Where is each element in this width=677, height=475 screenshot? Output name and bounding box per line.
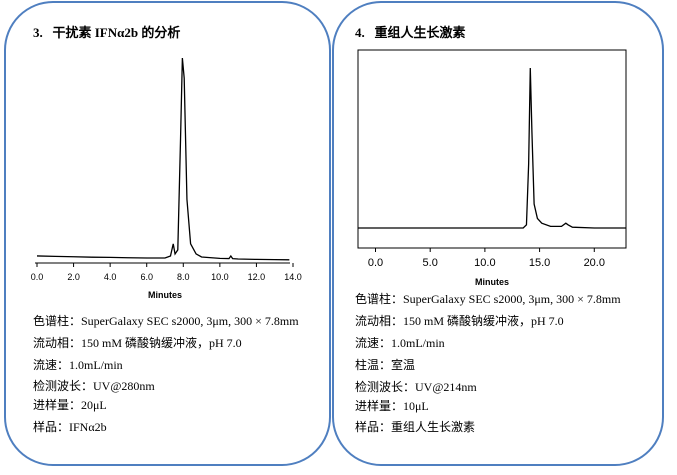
spec-line: 流速：1.0mL/min xyxy=(33,358,123,372)
panel-title: 4. 重组人生长激素 xyxy=(355,25,466,40)
spec-line: 色谱柱：SuperGalaxy SEC s2000, 3μm, 300 × 7.… xyxy=(355,291,621,306)
spec-line: 检测波长：UV@280nm xyxy=(33,378,155,393)
x-tick-label: 6.0 xyxy=(140,272,153,282)
plot-frame xyxy=(357,49,627,249)
x-tick-label: 8.0 xyxy=(177,272,190,282)
panel-frame xyxy=(4,1,331,466)
spec-line: 进样量：10μL xyxy=(355,398,429,413)
panel-frame xyxy=(332,1,664,466)
x-axis-label: Minutes xyxy=(475,277,509,287)
spec-line: 进样量：20μL xyxy=(33,397,107,412)
x-tick-label: 14.0 xyxy=(284,272,302,282)
x-tick-label: 0.0 xyxy=(368,257,383,269)
panel-title: 3. 干扰素 IFNα2b 的分析 xyxy=(33,25,180,40)
chromatogram-trace xyxy=(358,67,626,229)
spec-line: 流动相：150 mM 磷酸钠缓冲液，pH 7.0 xyxy=(355,313,564,328)
x-tick-label: 10.0 xyxy=(211,272,229,282)
spec-line: 流速：1.0mL/min xyxy=(355,336,445,350)
x-tick-label: 4.0 xyxy=(104,272,117,282)
spec-line: 检测波长：UV@214nm xyxy=(355,379,477,394)
spec-line: 流动相：150 mM 磷酸钠缓冲液，pH 7.0 xyxy=(33,335,242,350)
x-tick-label: 0.0 xyxy=(31,272,44,282)
spec-line: 柱温：室温 xyxy=(355,357,415,372)
x-tick-label: 20.0 xyxy=(584,257,605,269)
x-tick-label: 10.0 xyxy=(474,257,495,269)
x-axis-label: Minutes xyxy=(148,290,182,300)
x-tick-label: 12.0 xyxy=(248,272,266,282)
spec-line: 样品：重组人生长激素 xyxy=(355,419,475,434)
spec-line: 色谱柱：SuperGalaxy SEC s2000, 3μm, 300 × 7.… xyxy=(33,313,299,328)
x-tick-label: 15.0 xyxy=(529,257,550,269)
x-tick-label: 2.0 xyxy=(67,272,80,282)
x-tick-label: 5.0 xyxy=(423,257,438,269)
chromatogram-trace xyxy=(36,57,290,261)
spec-line: 样品：IFNα2b xyxy=(33,419,107,434)
